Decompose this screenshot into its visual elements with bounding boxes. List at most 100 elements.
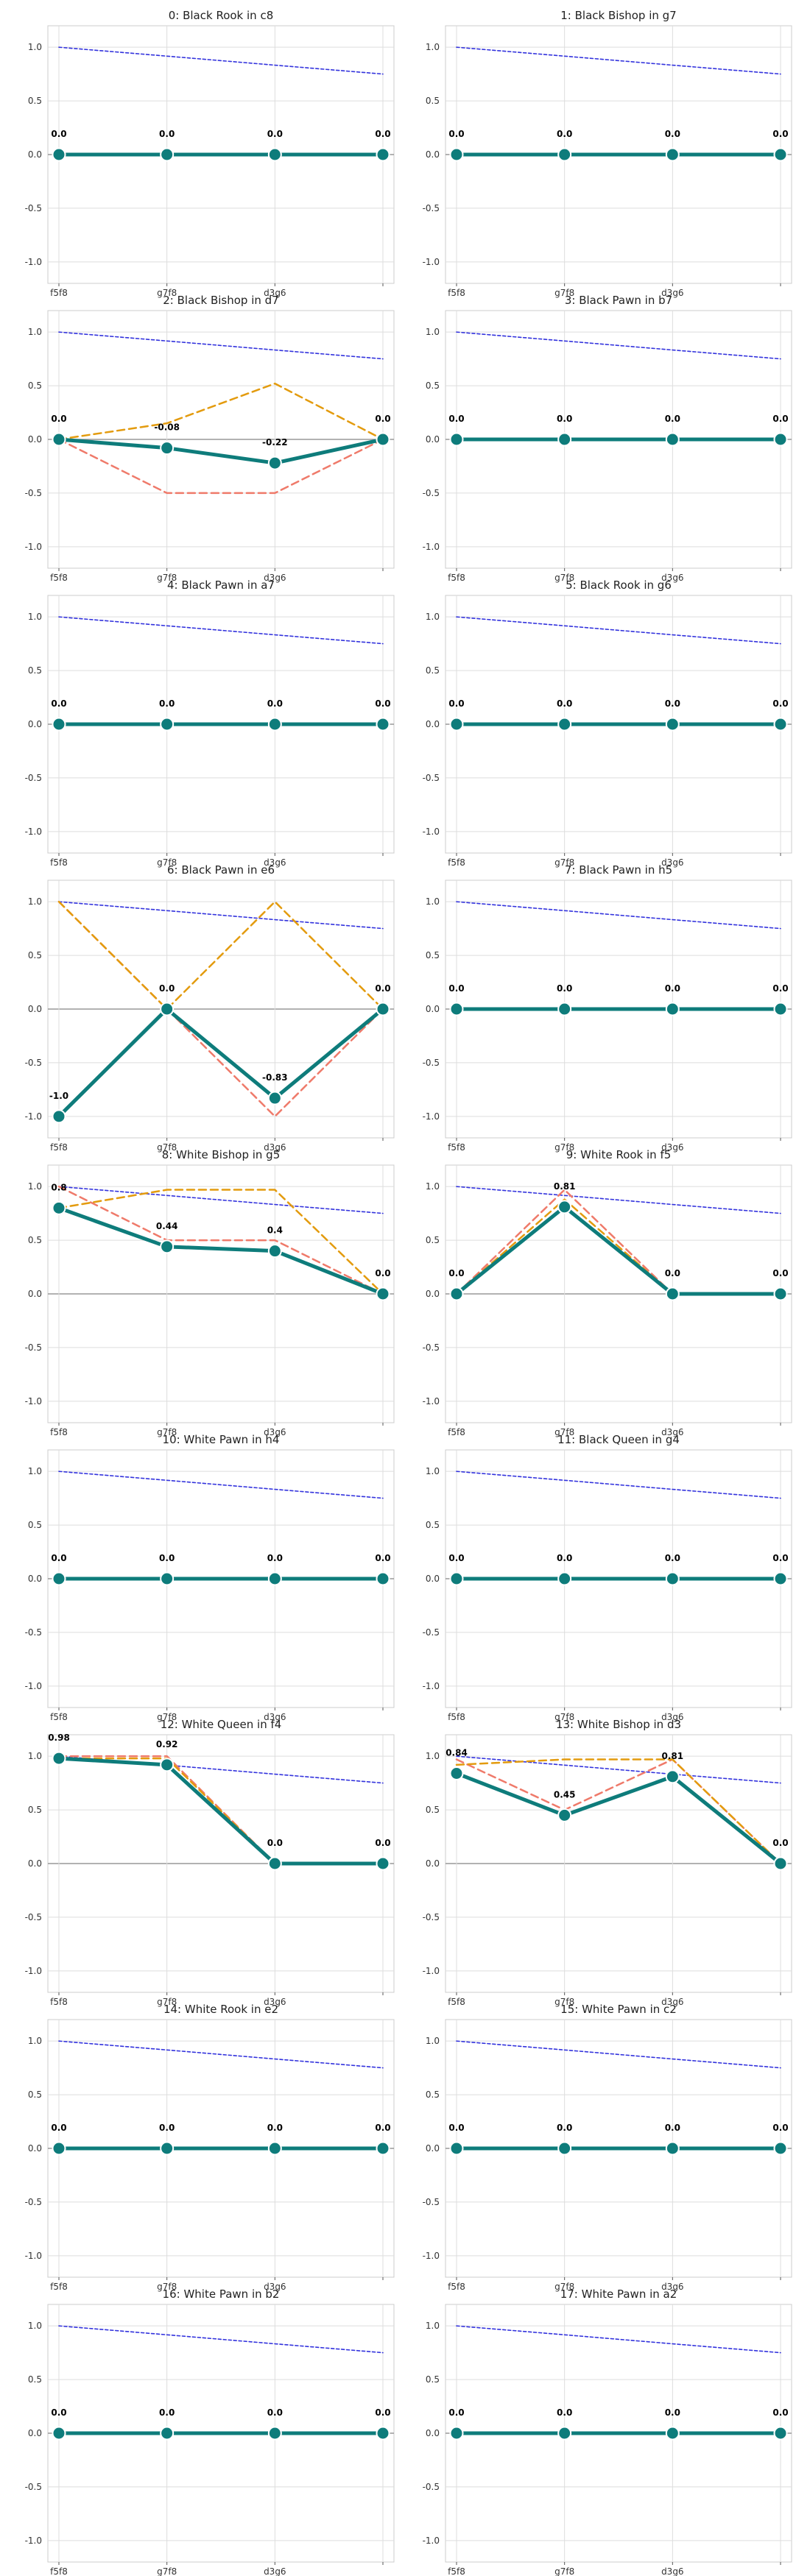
y-tick-label: -1.0 <box>423 1396 440 1406</box>
y-tick-label: 0.0 <box>426 1858 440 1869</box>
y-tick-label: -1.0 <box>25 1111 42 1122</box>
x-tick-label: d3g6 <box>661 2566 684 2576</box>
data-label: 0.0 <box>448 414 464 424</box>
x-tick-label: g7f8 <box>554 288 574 298</box>
data-label: 0.0 <box>665 2407 680 2418</box>
data-label: 0.0 <box>772 983 788 994</box>
data-label: 0.0 <box>557 1553 572 1563</box>
x-tick-label: g7f8 <box>157 1427 177 1437</box>
data-label: 0.0 <box>665 129 680 139</box>
chart-panel-12: 1.0 0.5 0.0 -0.5 -1.0 f5f8 g7f8 d3g6 12: White Q… <box>25 1718 395 2007</box>
data-point <box>773 2426 788 2441</box>
y-tick-label: 0.5 <box>426 2374 440 2385</box>
y-tick-label: 0.0 <box>28 2143 42 2154</box>
data-point <box>52 432 66 447</box>
chart-panel-4: 1.0 0.5 0.0 -0.5 -1.0 f5f8 g7f8 d3g6 4: Black Pa… <box>25 578 395 868</box>
data-label: 0.0 <box>557 698 572 709</box>
x-tick-label: d3g6 <box>264 857 286 868</box>
data-point <box>160 2141 175 2156</box>
x-tick-label: f5f8 <box>50 857 68 868</box>
x-tick-label: g7f8 <box>157 857 177 868</box>
series-line-reference <box>456 1755 781 1784</box>
series-line-main <box>57 1206 385 1296</box>
x-tick-label: d3g6 <box>264 2566 286 2576</box>
chart-panel-15: 1.0 0.5 0.0 -0.5 -1.0 f5f8 g7f8 d3g6 15: White P… <box>423 2003 792 2292</box>
y-tick-label: 0.5 <box>426 665 440 676</box>
y-tick-label: -0.5 <box>25 203 42 213</box>
series-line-reference <box>58 331 384 360</box>
y-tick-label: -0.5 <box>423 1342 440 1353</box>
x-tick-label: d3g6 <box>264 1712 286 1722</box>
data-label: 0.0 <box>51 1553 66 1563</box>
panel-title: 17: White Pawn in a2 <box>560 2287 677 2301</box>
x-tick-label: f5f8 <box>50 573 68 583</box>
y-tick-label: -0.5 <box>423 1058 440 1068</box>
series-line-main <box>454 1205 783 1296</box>
y-tick-label: -1.0 <box>25 1396 42 1406</box>
x-tick-label: f5f8 <box>50 288 68 298</box>
data-point <box>160 1758 175 1772</box>
series-line-reference <box>456 2040 781 2069</box>
x-tick-label: f5f8 <box>448 288 465 298</box>
data-label: 0.0 <box>267 1553 283 1563</box>
series-line-upper <box>57 1189 384 1295</box>
data-point <box>267 456 282 470</box>
x-tick-label: d3g6 <box>661 288 684 298</box>
data-label: 0.0 <box>375 698 390 709</box>
y-tick-label: -0.5 <box>423 2482 440 2492</box>
data-label: 0.0 <box>665 1553 680 1563</box>
panel-title: 3: Black Pawn in b7 <box>565 294 672 307</box>
x-tick-label: g7f8 <box>554 857 574 868</box>
data-point <box>449 1002 464 1016</box>
data-point <box>557 1808 572 1822</box>
x-tick-label: d3g6 <box>661 1142 684 1153</box>
panel-title: 8: White Bishop in g5 <box>162 1148 281 1161</box>
series-line-upper <box>455 1758 782 1865</box>
x-tick-label: f5f8 <box>50 1427 68 1437</box>
panel-title: 14: White Rook in e2 <box>163 2003 278 2016</box>
x-tick-label: g7f8 <box>157 1997 177 2007</box>
y-tick-label: -1.0 <box>423 827 440 837</box>
data-label: 0.0 <box>772 1838 788 1848</box>
y-tick-label: 0.0 <box>28 1858 42 1869</box>
x-tick-label: f5f8 <box>448 2566 465 2576</box>
data-label: 0.0 <box>159 2407 175 2418</box>
data-label: 0.0 <box>267 129 283 139</box>
series-line-reference <box>456 616 781 645</box>
x-tick-label: f5f8 <box>50 2566 68 2576</box>
data-label: 0.0 <box>375 414 390 424</box>
data-label: 0.0 <box>375 1268 390 1278</box>
data-point <box>160 2426 175 2441</box>
data-label: 0.0 <box>159 129 175 139</box>
data-point <box>449 2426 464 2441</box>
x-tick-label: f5f8 <box>448 1997 465 2007</box>
data-point <box>160 1571 175 1586</box>
panel-title: 4: Black Pawn in a7 <box>167 578 275 592</box>
panel-title: 1: Black Bishop in g7 <box>560 9 676 22</box>
y-tick-label: -1.0 <box>25 257 42 267</box>
y-tick-label: -1.0 <box>25 827 42 837</box>
data-label: 0.0 <box>665 2123 680 2133</box>
y-tick-label: 0.5 <box>28 1520 42 1530</box>
data-label: 0.8 <box>51 1182 66 1192</box>
data-label: 0.0 <box>772 1553 788 1563</box>
y-tick-label: -0.5 <box>25 1058 42 1068</box>
chart-panel-8: 1.0 0.5 0.0 -0.5 -1.0 f5f8 g7f8 d3g6 8: White Bi… <box>25 1148 395 1437</box>
data-label: 0.0 <box>665 698 680 709</box>
y-tick-label: 0.0 <box>28 1574 42 1584</box>
series-line-reference <box>456 2325 781 2354</box>
y-tick-label: 1.0 <box>426 2321 440 2331</box>
data-point <box>449 1287 464 1301</box>
data-label: 0.0 <box>267 1838 283 1848</box>
chart-panel-0: 1.0 0.5 0.0 -0.5 -1.0 f5f8 g7f8 d3g6 0: Black Ro… <box>25 9 395 298</box>
data-point <box>376 147 390 162</box>
data-point <box>557 2141 572 2156</box>
data-point <box>267 1244 282 1259</box>
data-label: 0.0 <box>159 2123 175 2133</box>
y-tick-label: 0.0 <box>28 434 42 445</box>
data-label: 0.0 <box>557 129 572 139</box>
x-tick-label: d3g6 <box>661 573 684 583</box>
data-point <box>665 147 680 162</box>
data-label: 0.0 <box>448 1268 464 1278</box>
data-point <box>773 2141 788 2156</box>
